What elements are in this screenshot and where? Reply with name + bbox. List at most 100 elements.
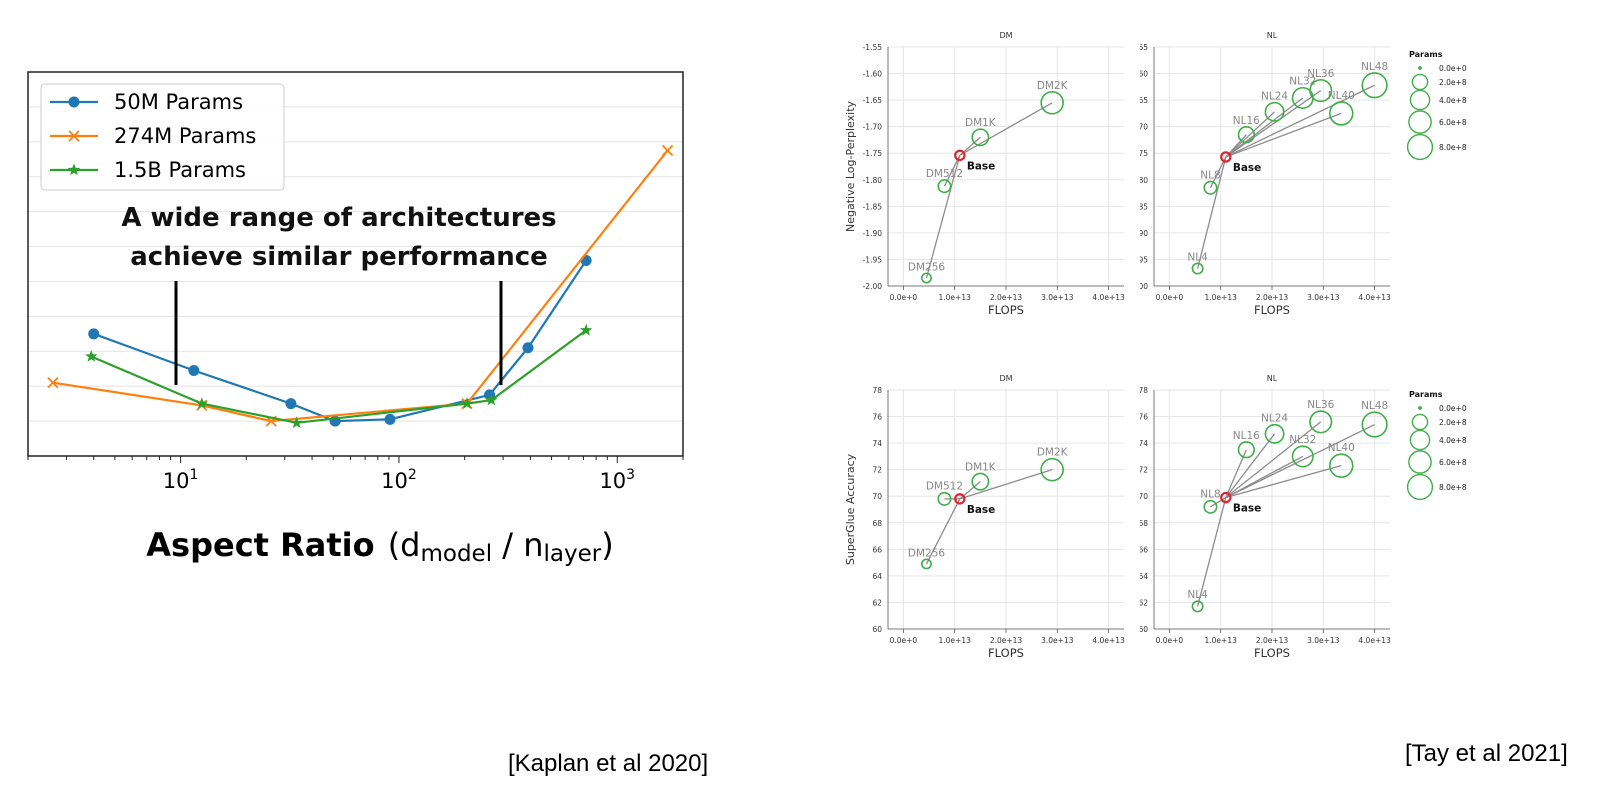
x-axis-label: FLOPS: [1254, 646, 1290, 660]
connector-line: [1225, 465, 1342, 499]
x-tick-label: 1.0e+13: [939, 293, 972, 302]
data-point: [937, 179, 952, 194]
legend-size-label: 0.0e+0: [1439, 404, 1467, 413]
y-tick-label: 70: [1140, 492, 1148, 501]
params-size-legend-top: Params 0.0e+0 2.0e+8 4.0e+8 6.0e+8 8.0e+8: [1406, 50, 1467, 161]
data-point: [1328, 453, 1354, 478]
y-tick-label: 72: [872, 466, 882, 475]
base-label: Base: [967, 504, 995, 516]
x-tick-label: 1.0e+13: [1205, 636, 1238, 645]
y-tick-label: 74: [872, 439, 882, 448]
y-tick-label: -2.00: [863, 282, 883, 291]
data-point-1: [661, 144, 674, 157]
legend-size-circle: [1418, 66, 1422, 70]
connector-line: [1225, 423, 1375, 499]
x-tick-label: 2.0e+13: [990, 293, 1023, 302]
data-point-2: [579, 323, 593, 336]
x-tick-label: 3.0e+13: [1041, 293, 1074, 302]
y-tick-label: 78: [1140, 386, 1148, 395]
x-tick-label: 3.0e+13: [1041, 636, 1074, 645]
panel-title: DM: [999, 374, 1012, 383]
legend-size-label: 4.0e+8: [1439, 436, 1467, 445]
data-point: [1309, 410, 1333, 434]
kaplan-plot-area: 101 102 103: [27, 71, 684, 493]
x-axis-label: FLOPS: [988, 303, 1024, 317]
y-tick-label: 78: [872, 386, 882, 395]
legend-size-circle: [1411, 413, 1429, 431]
data-point: [1203, 499, 1218, 514]
y-tick-label: -1.80: [863, 176, 883, 185]
tay-dm-superglue-chart: DM 78 76 74 72 70 68 66 64 62 60 0.0e+0 1.0e+13 2.0e+…: [844, 374, 1125, 660]
y-tick-label: 74: [1140, 439, 1148, 448]
data-point: [1203, 180, 1218, 195]
data-point: [1361, 72, 1388, 99]
legend-marker: [68, 96, 80, 108]
data-label: DM512: [926, 481, 963, 493]
connector-line: [1225, 112, 1342, 158]
data-label: NL4: [1187, 589, 1208, 601]
y-tick-label: -1.85: [1140, 202, 1148, 211]
data-point: [971, 128, 990, 147]
base-label: Base: [1233, 162, 1261, 174]
y-tick-label: -1.60: [863, 70, 883, 79]
y-tick-label: -1.90: [1140, 229, 1148, 238]
x-tick-label: 1.0e+13: [1205, 293, 1238, 302]
data-point-0: [88, 328, 100, 340]
annotation-line-2: achieve similar performance: [130, 242, 548, 272]
legend-size-label: 2.0e+8: [1439, 418, 1467, 427]
data-point: [1237, 125, 1255, 144]
y-tick-label: -1.95: [1140, 255, 1148, 264]
y-tick-label: -1.60: [1140, 70, 1148, 79]
y-tick-label: -1.55: [1140, 43, 1148, 52]
legend-size-circle: [1418, 406, 1422, 410]
data-label: DM1K: [965, 461, 997, 473]
y-tick-label: 66: [872, 545, 882, 554]
connector-line: [1225, 84, 1375, 158]
y-tick-label: 64: [872, 572, 882, 581]
y-tick-label: -1.90: [863, 229, 883, 238]
legend-label-1-5b: 1.5B Params: [114, 158, 246, 182]
legend-size-circle: [1408, 110, 1432, 134]
base-label: Base: [1233, 503, 1261, 515]
data-point-2: [290, 416, 303, 429]
x-tick-label: 1.0e+13: [939, 636, 972, 645]
data-point: [1191, 600, 1204, 613]
y-tick-label: 76: [1140, 413, 1148, 422]
data-point-0: [285, 398, 297, 410]
y-tick-label: 72: [1140, 466, 1148, 475]
data-point: [1309, 78, 1333, 103]
y-axis-label: Negative Log-Perplexity: [844, 101, 857, 233]
legend-size-label: 4.0e+8: [1439, 96, 1467, 105]
y-tick-label: -1.95: [863, 255, 883, 264]
legend-size-label: 0.0e+0: [1439, 64, 1467, 73]
legend-title: Params: [1409, 390, 1443, 399]
y-tick-label: 64: [1140, 572, 1148, 581]
data-point: [1328, 101, 1354, 126]
data-point: [1040, 457, 1064, 482]
panel-title: NL: [1267, 374, 1278, 383]
x-tick-label: 4.0e+13: [1358, 636, 1391, 645]
tay-dm-perplexity-chart: DM -1.55 -1.60 -1.65 -1.70 -1.75 -1.80 -1.85 -1.…: [844, 31, 1125, 317]
connector-line: [1225, 111, 1276, 158]
data-point: [1291, 445, 1314, 468]
y-tick-label: 76: [872, 413, 882, 422]
legend-marker: [68, 130, 80, 142]
data-point-0: [522, 342, 534, 354]
y-axis-label: SuperGlue Accuracy: [844, 453, 857, 565]
data-label: NL16: [1233, 115, 1260, 127]
legend-title: Params: [1409, 50, 1443, 59]
legend-size-circle: [1409, 429, 1431, 451]
data-label: NL40: [1328, 442, 1355, 454]
x-tick-label: 4.0e+13: [1358, 293, 1391, 302]
connector-line: [925, 498, 961, 565]
y-tick-label: -1.75: [863, 149, 883, 158]
base-point: [1220, 151, 1232, 163]
x-tick-label: 4.0e+13: [1092, 636, 1125, 645]
base-point: [1220, 491, 1232, 504]
panel-title: DM: [999, 31, 1012, 40]
x-tick-label: 103: [599, 467, 635, 493]
data-label: NL16: [1233, 430, 1260, 442]
data-point-0: [188, 364, 200, 376]
data-label: NL36: [1307, 399, 1334, 411]
legend-size-label: 8.0e+8: [1439, 143, 1467, 152]
